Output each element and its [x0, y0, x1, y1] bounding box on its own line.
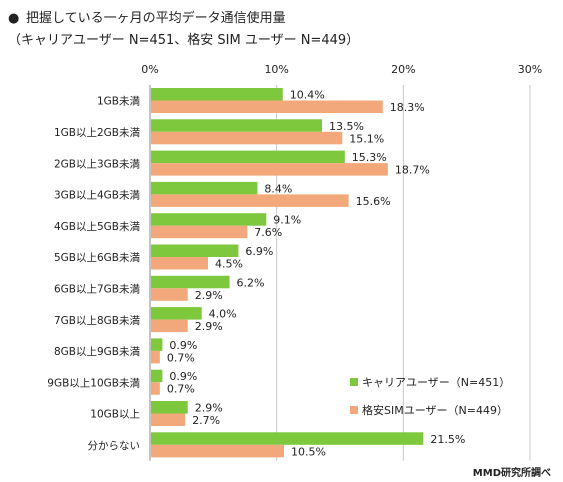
source-credit: MMD研究所調べ	[472, 468, 551, 479]
data-label: 10.4%	[290, 89, 325, 102]
bar	[151, 413, 186, 426]
bar	[151, 432, 424, 445]
x-tick-label: 10%	[264, 63, 288, 76]
category-label: 9GB以上10GB未満	[47, 377, 140, 389]
bar	[151, 319, 188, 333]
data-label: 15.1%	[349, 132, 384, 145]
bar	[151, 244, 239, 257]
bar	[151, 288, 188, 301]
x-tick-label: 0%	[141, 63, 158, 76]
bar	[151, 100, 383, 113]
bar	[151, 444, 284, 458]
data-label: 21.5%	[430, 433, 465, 446]
data-label: 15.3%	[352, 151, 387, 164]
x-tick-label: 20%	[391, 63, 415, 76]
data-label: 9.1%	[273, 214, 301, 227]
legend-label: 格安SIMユーザー（N=449）	[362, 403, 508, 417]
data-label: 18.7%	[395, 164, 430, 177]
bar	[151, 307, 202, 320]
bar	[151, 163, 388, 176]
data-label: 8.4%	[264, 182, 292, 195]
category-label: 1GB未満	[97, 96, 141, 108]
category-label: 5GB以上6GB未満	[54, 252, 141, 264]
data-label: 4.5%	[215, 258, 243, 271]
title-bullet: ●	[8, 11, 20, 26]
bar	[151, 150, 345, 164]
title-line-1: 把握している一ヶ月の平均データ通信使用量	[26, 11, 286, 26]
bar	[151, 181, 258, 195]
data-label: 2.7%	[192, 414, 220, 427]
legend-swatch	[350, 406, 358, 414]
data-label: 0.7%	[167, 351, 195, 364]
data-label: 10.5%	[291, 445, 326, 458]
bar	[151, 350, 160, 364]
data-label: 7.6%	[254, 226, 282, 239]
data-label: 6.2%	[237, 276, 265, 289]
bar	[151, 225, 248, 239]
data-label: 2.9%	[195, 289, 223, 302]
data-label: 2.9%	[195, 402, 223, 415]
title-line-2: （キャリアユーザー N=451、格安 SIM ユーザー N=449）	[8, 33, 360, 48]
data-label: 4.0%	[209, 308, 237, 321]
category-label: 8GB以上9GB未満	[54, 346, 141, 358]
category-label: 1GB以上2GB未満	[54, 127, 141, 139]
category-label: 7GB以上8GB未満	[54, 315, 141, 327]
bar	[151, 119, 322, 132]
category-label: 6GB以上7GB未満	[54, 283, 141, 295]
data-label: 0.9%	[169, 339, 197, 352]
data-label: 0.7%	[167, 383, 195, 396]
category-label: 3GB以上4GB未満	[54, 190, 141, 202]
category-label: 2GB以上3GB未満	[54, 158, 141, 170]
bar	[151, 131, 343, 145]
bar	[151, 194, 349, 207]
bar	[151, 369, 163, 383]
category-label: 分からない	[88, 440, 141, 452]
data-label: 2.9%	[195, 320, 223, 333]
bar	[151, 382, 160, 395]
legend-swatch	[350, 378, 358, 386]
data-label: 0.9%	[169, 370, 197, 383]
legend-label: キャリアユーザー（N=451）	[362, 376, 510, 389]
bar	[151, 257, 208, 270]
chart-title: ● 把握している一ヶ月の平均データ通信使用量 （キャリアユーザー N=451、格安…	[8, 8, 359, 52]
data-label: 6.9%	[245, 245, 273, 258]
x-tick-label: 30%	[518, 63, 542, 76]
data-label: 18.3%	[390, 101, 425, 114]
bar	[151, 88, 283, 101]
data-label: 15.6%	[356, 195, 391, 208]
data-label: 13.5%	[329, 120, 364, 133]
bar	[151, 401, 188, 414]
bar	[151, 213, 267, 226]
bar	[151, 338, 163, 351]
category-label: 10GB以上	[90, 409, 140, 421]
bar	[151, 275, 230, 289]
category-label: 4GB以上5GB未満	[54, 221, 141, 233]
